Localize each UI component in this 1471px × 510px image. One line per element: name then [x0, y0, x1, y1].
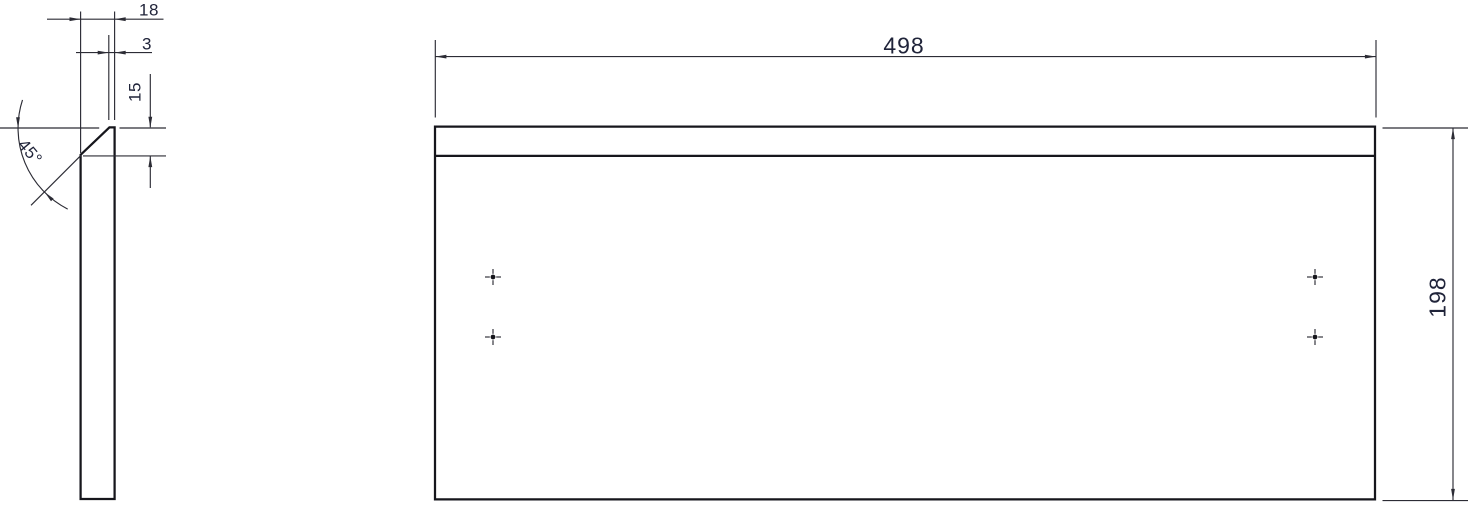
- arrowhead: [1451, 128, 1455, 140]
- hole-center-mark: [485, 329, 501, 345]
- side-view: [0, 11, 166, 501]
- dim-label-overall-depth: 18: [139, 0, 159, 20]
- arrowhead: [97, 50, 109, 55]
- arrowhead: [69, 17, 81, 22]
- arrowhead: [114, 50, 126, 55]
- dim-label-overall-length: 498: [883, 32, 925, 59]
- front-view: [433, 40, 1468, 502]
- arrowhead: [16, 117, 20, 128]
- arrowhead: [114, 17, 126, 22]
- arrowhead: [435, 54, 447, 59]
- chamfer-extension-line: [30, 154, 82, 206]
- arrowhead: [1364, 54, 1376, 59]
- hole-center-mark: [1307, 269, 1323, 285]
- hole-center-mark: [1307, 329, 1323, 345]
- dim-label-overall-height: 198: [1424, 276, 1451, 318]
- side-view-part-outline: [79, 126, 116, 501]
- dim-label-top-flat: 3: [142, 34, 152, 54]
- dim-label-chamfer-height: 15: [125, 82, 145, 102]
- hole-center-mark: [485, 269, 501, 285]
- arrowhead: [44, 192, 54, 202]
- arrowhead: [148, 156, 153, 168]
- arrowhead: [1451, 488, 1455, 500]
- arrowhead: [148, 116, 153, 128]
- angle-dim-arc: [17, 99, 68, 210]
- front-view-part-outline: [433, 125, 1377, 501]
